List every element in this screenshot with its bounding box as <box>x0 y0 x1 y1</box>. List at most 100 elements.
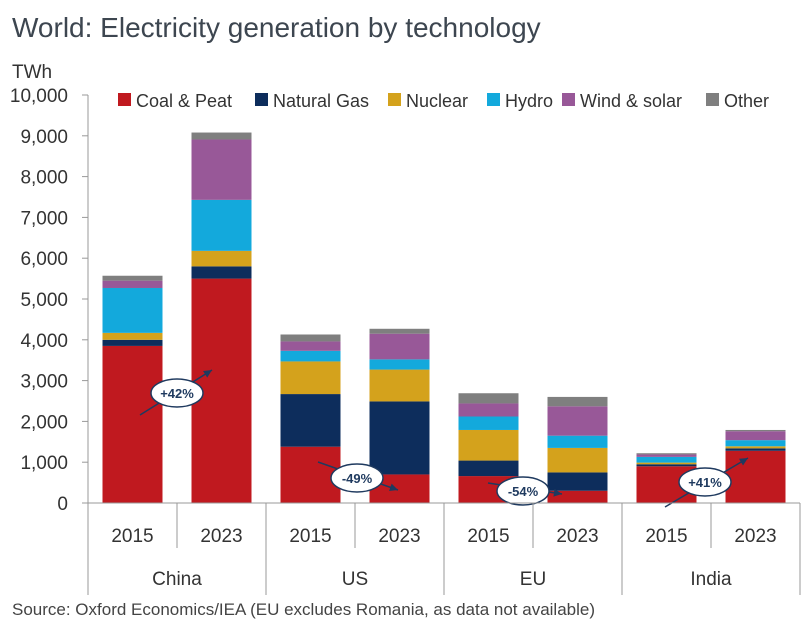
change-annotation: -49% <box>317 461 399 493</box>
legend-label: Other <box>724 91 769 111</box>
bar-segment-natural-gas <box>280 394 341 447</box>
x-category-label: 2023 <box>378 526 420 547</box>
bar-segment-wind-solar <box>458 403 519 417</box>
legend-swatch <box>255 93 268 106</box>
annotation-label: +41% <box>688 475 722 490</box>
legend-label: Natural Gas <box>273 91 369 111</box>
bar-segment-hydro <box>191 199 252 251</box>
legend: Coal & Peat Natural Gas Nuclear Hydro Wind &… <box>118 91 769 111</box>
legend-swatch <box>118 93 131 106</box>
y-tick-label: 6,000 <box>20 249 68 270</box>
annotation-oval <box>150 378 204 408</box>
legend-swatch <box>487 93 500 106</box>
x-category-label: 2015 <box>289 526 331 547</box>
bar-segment-wind-solar <box>191 139 252 200</box>
bar-segment-nuclear <box>191 250 252 267</box>
bar-segment-coal-peat <box>725 450 786 503</box>
y-tick-label: 1,000 <box>20 453 68 474</box>
axis-layer: 0 1,000 2,000 3,000 4,000 5,000 6,000 7,000 8,00… <box>10 86 801 595</box>
bar-segment-natural-gas <box>191 266 252 279</box>
legend-swatch <box>706 93 719 106</box>
x-group-label: China <box>152 569 202 590</box>
annotation-label: -49% <box>342 471 373 486</box>
bar-segment-other <box>280 334 341 342</box>
x-category-label: 2023 <box>556 526 598 547</box>
bar-segment-wind-solar <box>547 406 608 436</box>
bar-segment-other <box>636 453 697 455</box>
bar-segment-nuclear <box>725 446 786 449</box>
bar-segment-hydro <box>102 287 163 333</box>
bar-segment-other <box>547 396 608 407</box>
y-tick-label: 3,000 <box>20 372 68 393</box>
bar-segment-nuclear <box>636 462 697 465</box>
y-tick-label: 9,000 <box>20 127 68 148</box>
bar-segment-nuclear <box>102 332 163 340</box>
arrow-head <box>739 458 748 466</box>
change-annotation: +41% <box>664 457 749 508</box>
bar-segment-wind-solar <box>725 431 786 441</box>
arrow-head <box>553 488 562 497</box>
annotation-layer: +42% -49% -54% +41% <box>139 369 749 508</box>
legend-item: Natural Gas <box>255 91 369 111</box>
bar-segment-hydro <box>280 350 341 362</box>
bar-segment-natural-gas <box>369 401 430 475</box>
bar-segment-wind-solar <box>280 341 341 351</box>
bar-segment-other <box>458 393 519 404</box>
bar-segment-wind-solar <box>102 280 163 288</box>
bar-segment-other <box>369 328 430 334</box>
x-group-label: India <box>690 569 732 590</box>
bar-segment-wind-solar <box>636 454 697 457</box>
x-category-label: 2015 <box>111 526 153 547</box>
bar-segment-nuclear <box>280 361 341 395</box>
bar-segment-natural-gas <box>458 460 519 477</box>
y-tick-label: 8,000 <box>20 168 68 189</box>
legend-label: Hydro <box>505 91 553 111</box>
legend-swatch <box>388 93 401 106</box>
y-tick-label: 0 <box>57 494 68 515</box>
bar-segment-hydro <box>725 440 786 447</box>
source-note: Source: Oxford Economics/IEA (EU exclude… <box>12 600 596 619</box>
bar-segment-wind-solar <box>369 333 430 360</box>
change-annotation: -54% <box>487 476 563 506</box>
bar-layer <box>102 132 786 503</box>
y-tick-label: 10,000 <box>10 86 68 107</box>
annotation-label: -54% <box>508 484 539 499</box>
bar-segment-hydro <box>547 435 608 448</box>
bar-segment-natural-gas <box>725 448 786 451</box>
annotation-oval <box>496 476 550 506</box>
y-tick-label: 7,000 <box>20 208 68 229</box>
legend-label: Nuclear <box>406 91 468 111</box>
y-tick-label: 4,000 <box>20 331 68 352</box>
bar-segment-nuclear <box>369 369 430 402</box>
bar-segment-natural-gas <box>102 339 163 346</box>
bar-segment-natural-gas <box>547 472 608 491</box>
bar-segment-hydro <box>458 416 519 430</box>
legend-item: Nuclear <box>388 91 468 111</box>
x-category-label: 2023 <box>200 526 242 547</box>
legend-item: Coal & Peat <box>118 91 232 111</box>
change-annotation: +42% <box>139 369 213 416</box>
bar-segment-coal-peat <box>280 446 341 503</box>
legend-item: Hydro <box>487 91 553 111</box>
y-axis-unit-label: TWh <box>12 62 52 83</box>
bar-segment-coal-peat <box>547 490 608 503</box>
legend-swatch <box>562 93 575 106</box>
x-group-label: EU <box>520 569 546 590</box>
bar-segment-hydro <box>636 456 697 463</box>
annotation-label: +42% <box>160 386 194 401</box>
x-category-label: 2015 <box>467 526 509 547</box>
bar-segment-hydro <box>369 359 430 370</box>
x-category-label: 2015 <box>645 526 687 547</box>
annotation-oval <box>678 467 732 497</box>
bar-segment-coal-peat <box>102 345 163 503</box>
bar-segment-natural-gas <box>636 464 697 467</box>
legend-item: Other <box>706 91 769 111</box>
y-tick-label: 5,000 <box>20 290 68 311</box>
bar-segment-other <box>102 275 163 281</box>
x-group-label: US <box>342 569 368 590</box>
legend-label: Coal & Peat <box>136 91 232 111</box>
y-tick-label: 2,000 <box>20 412 68 433</box>
x-category-label: 2023 <box>734 526 776 547</box>
arrow-head <box>389 483 398 492</box>
